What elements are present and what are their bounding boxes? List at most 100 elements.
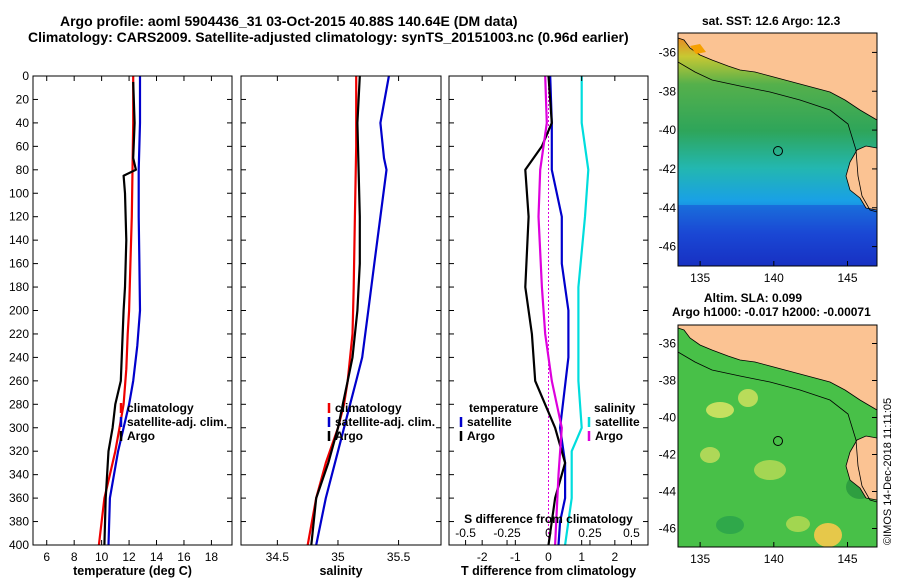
sla-map: Altim. SLA: 0.099 Argo h1000: -0.017 h20… bbox=[659, 291, 878, 566]
series-line-temperature-satellite bbox=[549, 75, 570, 546]
shelf-contour bbox=[678, 351, 877, 503]
legend-label: Argo bbox=[335, 429, 363, 443]
x-tick-label: 1 bbox=[578, 550, 585, 564]
map-y-tick-label: -42 bbox=[659, 448, 677, 462]
y-tick-label: 380 bbox=[9, 515, 29, 529]
s-axis-tick-label: 0.5 bbox=[623, 526, 640, 540]
legend-label: climatology bbox=[127, 401, 194, 415]
map-x-tick-label: 135 bbox=[690, 271, 710, 285]
y-tick-label: 160 bbox=[9, 257, 29, 271]
y-tick-label: 20 bbox=[16, 92, 30, 106]
sla-map-subtitle: Argo h1000: -0.017 h2000: -0.00071 bbox=[672, 305, 871, 319]
sla-anomaly bbox=[786, 516, 810, 532]
x-tick-label: 6 bbox=[43, 550, 50, 564]
map-y-tick-label: -40 bbox=[659, 123, 677, 137]
map-y-tick-label: -36 bbox=[659, 45, 677, 59]
plot-frame bbox=[240, 75, 442, 546]
legend-label: Argo bbox=[467, 429, 495, 443]
x-tick-label: -2 bbox=[477, 550, 488, 564]
y-tick-label: 240 bbox=[9, 350, 29, 364]
shelf-contour bbox=[678, 61, 877, 213]
legend-label: satellite bbox=[595, 415, 640, 429]
series-line-climatology bbox=[97, 76, 135, 546]
s-axis-tick-label: -0.5 bbox=[455, 526, 476, 540]
y-tick-label: 40 bbox=[16, 116, 30, 130]
map-y-tick-label: -42 bbox=[659, 162, 677, 176]
x-tick-label: 35.5 bbox=[387, 550, 411, 564]
x-tick-label: 12 bbox=[122, 550, 136, 564]
legend-heading: salinity bbox=[594, 401, 636, 415]
x-tick-label: 34.5 bbox=[266, 550, 290, 564]
y-tick-label: 260 bbox=[9, 374, 29, 388]
map-y-tick-label: -38 bbox=[659, 84, 677, 98]
sla-anomaly bbox=[700, 447, 720, 463]
y-tick-label: 180 bbox=[9, 280, 29, 294]
legend-label: satellite bbox=[467, 415, 512, 429]
map-x-tick-label: 135 bbox=[690, 552, 710, 566]
map-y-tick-label: -44 bbox=[659, 485, 677, 499]
y-tick-label: 0 bbox=[22, 69, 29, 83]
x-tick-label: 16 bbox=[177, 550, 191, 564]
map-x-tick-label: 140 bbox=[764, 552, 784, 566]
map-y-tick-label: -46 bbox=[659, 240, 677, 254]
map-y-tick-label: -36 bbox=[659, 337, 677, 351]
x-tick-label: 10 bbox=[95, 550, 109, 564]
map-y-tick-label: -38 bbox=[659, 374, 677, 388]
sla-map-title: Altim. SLA: 0.099 bbox=[704, 291, 802, 305]
x-tick-label: 35 bbox=[331, 550, 345, 564]
map-x-tick-label: 145 bbox=[838, 271, 858, 285]
series-line-climatology bbox=[306, 76, 358, 546]
tasmania-land bbox=[845, 145, 877, 211]
x-tick-label: -1 bbox=[510, 550, 521, 564]
legend-label: satellite-adj. clim. bbox=[335, 415, 435, 429]
x-tick-label: 14 bbox=[150, 550, 164, 564]
y-tick-label: 280 bbox=[9, 397, 29, 411]
series-line-salinity-argo bbox=[537, 75, 563, 546]
legend-label: satellite-adj. clim. bbox=[127, 415, 227, 429]
figure-title-line2: Climatology: CARS2009. Satellite-adjuste… bbox=[28, 29, 629, 45]
x-tick-label: 8 bbox=[71, 550, 78, 564]
tasmania-land bbox=[845, 435, 877, 501]
sla-anomaly bbox=[738, 389, 758, 407]
y-tick-label: 100 bbox=[9, 186, 29, 200]
map-y-tick-label: -46 bbox=[659, 522, 677, 536]
australia-land bbox=[678, 325, 877, 411]
profile-panel-3: -2 -1 0 1 2T difference from climatology -0.5… bbox=[448, 75, 649, 578]
legend-label: climatology bbox=[335, 401, 402, 415]
y-tick-label: 400 bbox=[9, 538, 29, 552]
profile-panel-1: 0 20 40 60 80 100 120 140 160 180 200 220 240 260 280 3… bbox=[9, 69, 233, 578]
legend-label: Argo bbox=[127, 429, 155, 443]
s-axis-label: S difference from climatology bbox=[464, 512, 633, 526]
s-axis-tick-label: 0.25 bbox=[578, 526, 602, 540]
y-tick-label: 200 bbox=[9, 304, 29, 318]
sla-anomaly bbox=[754, 460, 786, 480]
series-line-satellite-adj-clim- bbox=[315, 75, 390, 546]
y-tick-label: 220 bbox=[9, 327, 29, 341]
y-tick-label: 120 bbox=[9, 210, 29, 224]
map-x-tick-label: 145 bbox=[838, 552, 858, 566]
sst-map: sat. SST: 12.6 Argo: 12.3 135 140 145 -36 -3… bbox=[659, 14, 878, 285]
y-tick-label: 320 bbox=[9, 444, 29, 458]
x-tick-label: 2 bbox=[611, 550, 618, 564]
sla-anomaly bbox=[814, 523, 842, 547]
s-axis-tick-label: -0.25 bbox=[493, 526, 521, 540]
y-tick-label: 80 bbox=[16, 163, 30, 177]
map-y-tick-label: -40 bbox=[659, 411, 677, 425]
australia-land bbox=[678, 33, 877, 121]
argo-position-marker bbox=[773, 436, 783, 446]
sst-map-title: sat. SST: 12.6 Argo: 12.3 bbox=[702, 14, 841, 28]
series-line-argo bbox=[310, 75, 361, 546]
plot-frame bbox=[448, 75, 649, 546]
s-axis-tick-label: 0 bbox=[545, 526, 552, 540]
series-line-salinity-satellite bbox=[564, 76, 590, 546]
profile-panel-2: 34.5 35 35.5 salinity bbox=[240, 75, 442, 578]
legend-label: Argo bbox=[595, 429, 623, 443]
series-line-argo bbox=[103, 81, 137, 546]
map-x-tick-label: 140 bbox=[764, 271, 784, 285]
x-axis-label: temperature (deg C) bbox=[73, 564, 192, 578]
x-tick-label: 18 bbox=[205, 550, 219, 564]
y-tick-label: 360 bbox=[9, 491, 29, 505]
figure-title-line1: Argo profile: aoml 5904436_31 03-Oct-201… bbox=[60, 13, 518, 29]
sst-cold-band bbox=[678, 205, 877, 266]
